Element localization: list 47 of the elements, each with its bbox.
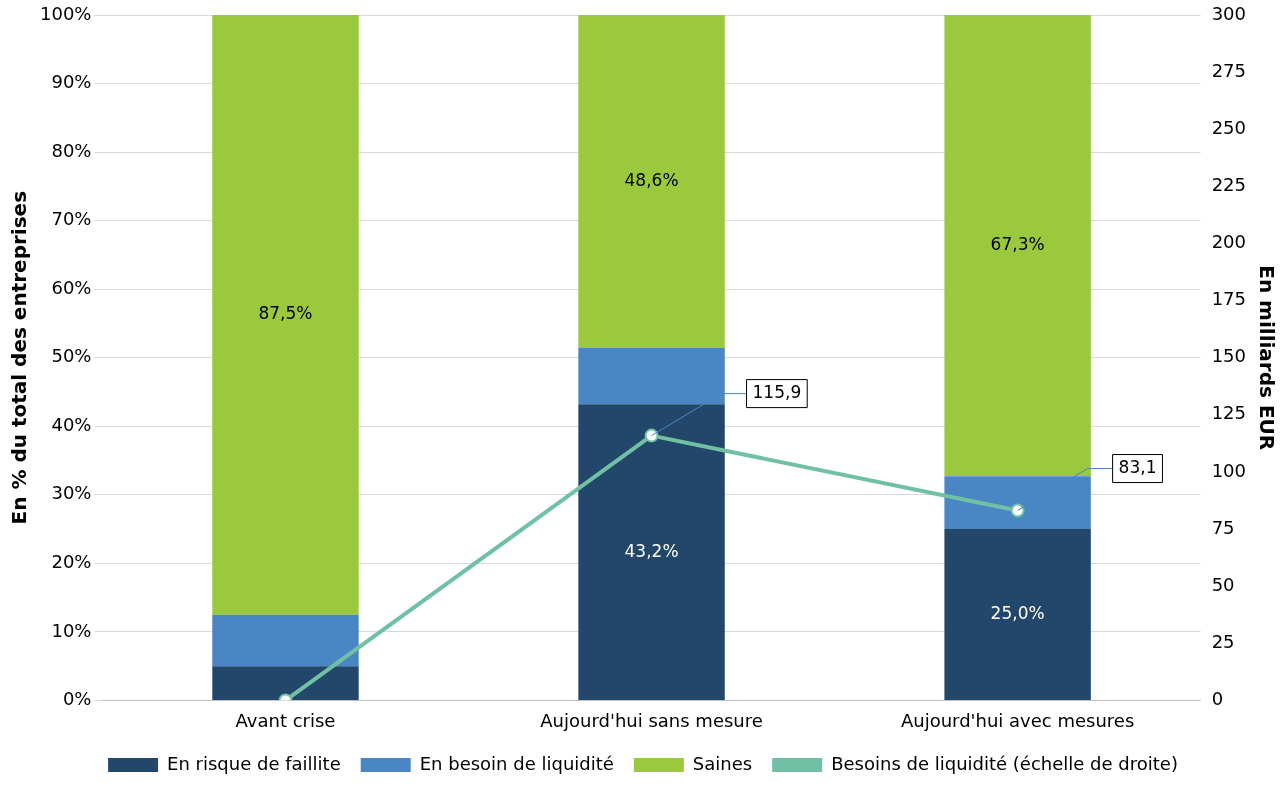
y2-tick-label: 125 (1211, 402, 1246, 424)
y-tick-label: 10% (51, 619, 92, 641)
y2-tick-label: 150 (1211, 345, 1246, 367)
y-tick-label: 90% (51, 71, 92, 93)
y-axis-title: En % du total des entreprises (7, 190, 32, 525)
legend-label: En besoin de liquidité (419, 752, 614, 774)
y-tick-label: 80% (51, 139, 92, 161)
y2-tick-label: 0 (1211, 688, 1224, 710)
y-tick-label: 0% (62, 688, 92, 710)
x-tick-label: Avant crise (235, 709, 336, 731)
y-tick-label: 70% (51, 208, 92, 230)
y2-tick-label: 75 (1211, 516, 1235, 538)
y2-tick-label: 100 (1211, 459, 1246, 481)
bar (212, 15, 359, 615)
y2-tick-label: 250 (1211, 116, 1246, 138)
data-label: 87,5% (258, 303, 313, 324)
bar (578, 404, 725, 700)
x-tick-label: Aujourd'hui avec mesures (900, 709, 1135, 731)
data-label: 83,1 (1118, 456, 1157, 477)
bar (212, 614, 359, 667)
y2-tick-label: 275 (1211, 59, 1246, 81)
data-label: 67,3% (990, 234, 1045, 255)
y2-tick-label: 225 (1211, 174, 1246, 196)
bar (944, 529, 1091, 700)
y-tick-label: 100% (39, 2, 92, 24)
y2-tick-label: 50 (1211, 573, 1235, 595)
data-label: 48,6% (624, 169, 679, 190)
bar (578, 15, 725, 349)
y2-tick-label: 300 (1211, 2, 1246, 24)
legend-label: Besoins de liquidité (échelle de droite) (831, 752, 1178, 774)
bar (212, 666, 359, 700)
bar (944, 15, 1091, 477)
legend-label: Saines (692, 752, 753, 774)
y-tick-label: 20% (51, 550, 92, 572)
y2-tick-label: 25 (1211, 630, 1235, 652)
y2-tick-label: 200 (1211, 231, 1246, 253)
legend-label: En risque de faillite (167, 752, 341, 774)
y2-axis-title: En milliards EUR (1254, 265, 1279, 451)
data-label: 115,9 (752, 382, 802, 403)
data-label: 43,2% (624, 540, 679, 561)
y-tick-label: 40% (51, 413, 92, 435)
y-tick-label: 50% (51, 345, 92, 367)
x-tick-label: Aujourd'hui sans mesure (540, 709, 763, 731)
y-tick-label: 60% (51, 276, 92, 298)
data-label: 25,0% (990, 602, 1045, 623)
y2-tick-label: 175 (1211, 288, 1246, 310)
y-tick-label: 30% (51, 482, 92, 504)
